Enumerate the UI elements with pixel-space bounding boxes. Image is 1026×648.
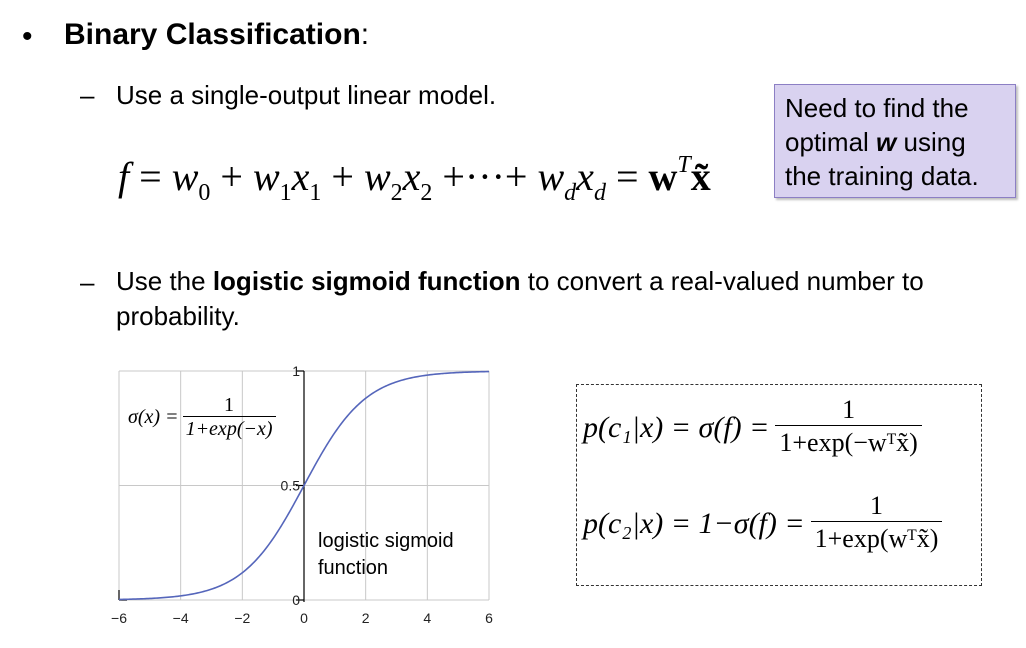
heading-colon: : <box>360 18 370 51</box>
x-tick-label-1: −4 <box>173 610 189 626</box>
callout-box: Need to find the optimal w using the tra… <box>774 84 1016 198</box>
y-tick-labels: 00.51 <box>281 363 301 608</box>
y-tick-label-1: 0.5 <box>281 478 301 494</box>
item-2-dash: – <box>80 267 95 297</box>
heading-bold: Binary Classification <box>64 18 361 51</box>
item-2-bold: logistic sigmoid function <box>212 266 521 296</box>
sigmoid-label: logistic sigmoid function <box>318 530 454 579</box>
linear-model-equation: f = w0 + w1x1 + w2x2 +···+ wdxd = wTx̃ <box>118 152 711 206</box>
item-1-text: Use a single-output linear model. <box>116 80 497 110</box>
posterior-c2: p(c₂|x) = 1−σ(f) = 1 1+exp(wᵀx̃) <box>583 491 943 556</box>
y-tick-label-0: 0 <box>292 592 300 608</box>
sigmoid-curve <box>118 370 490 601</box>
y-tick-label-2: 1 <box>292 363 300 379</box>
bullet-marker: • <box>22 20 33 53</box>
slide-heading: Binary Classification: <box>64 18 369 52</box>
x-tick-label-6: 6 <box>485 610 493 626</box>
item-2-text: Use the logistic sigmoid function to con… <box>116 266 924 331</box>
x-tick-label-5: 4 <box>423 610 431 626</box>
callout-line-2: optimal w using <box>785 127 966 157</box>
posterior-equations-box: p(c₁|x) = σ(f) = 1 1+exp(−wᵀx̃) p(c₂|x) =… <box>576 384 982 586</box>
sigmoid-formula: σ(x) = 1 1+exp(−x) <box>128 394 276 441</box>
x-tick-label-3: 0 <box>300 610 308 626</box>
x-tick-label-2: −2 <box>234 610 250 626</box>
x-tick-label-0: −6 <box>111 610 127 626</box>
x-tick-label-4: 2 <box>362 610 370 626</box>
callout-line-3: the training data. <box>785 161 979 191</box>
callout-w: w <box>876 127 897 157</box>
item-1-dash: – <box>80 80 95 110</box>
posterior-c1: p(c₁|x) = σ(f) = 1 1+exp(−wᵀx̃) <box>583 395 922 460</box>
x-tick-labels: −6 −4 −2 0 2 4 6 <box>111 610 493 626</box>
callout-line-1: Need to find the <box>785 93 969 123</box>
